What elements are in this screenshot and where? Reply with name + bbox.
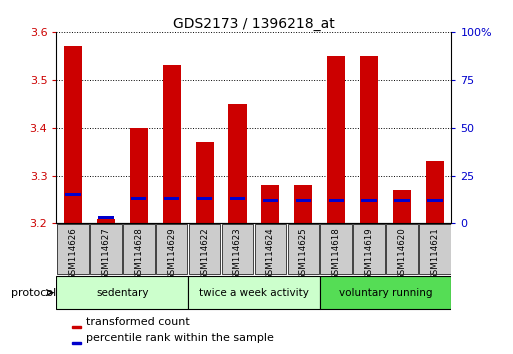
Text: GSM114619: GSM114619 (365, 228, 373, 280)
FancyBboxPatch shape (419, 224, 451, 274)
Bar (360, 56, 378, 223)
Bar (294, 185, 312, 223)
Text: GSM114625: GSM114625 (299, 228, 308, 280)
FancyBboxPatch shape (123, 224, 154, 274)
Bar (72, 326, 81, 328)
Bar (230, 197, 245, 200)
FancyBboxPatch shape (188, 276, 320, 309)
Bar (328, 199, 344, 202)
Text: voluntary running: voluntary running (339, 288, 432, 298)
FancyBboxPatch shape (56, 276, 188, 309)
Bar (426, 161, 444, 223)
Text: GSM114629: GSM114629 (167, 228, 176, 280)
FancyBboxPatch shape (189, 224, 221, 274)
FancyBboxPatch shape (156, 224, 187, 274)
Text: GSM114618: GSM114618 (332, 228, 341, 280)
Bar (195, 142, 213, 223)
Text: GSM114624: GSM114624 (266, 228, 275, 280)
Text: sedentary: sedentary (96, 288, 149, 298)
FancyBboxPatch shape (57, 224, 89, 274)
FancyBboxPatch shape (386, 224, 418, 274)
Bar (97, 219, 115, 223)
FancyBboxPatch shape (320, 276, 451, 309)
Bar (65, 193, 81, 196)
Text: transformed count: transformed count (86, 316, 190, 327)
Bar (228, 104, 247, 223)
Text: percentile rank within the sample: percentile rank within the sample (86, 332, 274, 343)
Title: GDS2173 / 1396218_at: GDS2173 / 1396218_at (173, 17, 335, 31)
Bar (327, 56, 345, 223)
Text: GSM114626: GSM114626 (68, 228, 77, 280)
Bar (72, 342, 81, 344)
Bar (197, 197, 212, 200)
Bar (131, 197, 146, 200)
FancyBboxPatch shape (353, 224, 385, 274)
Bar (64, 46, 82, 223)
Bar (261, 185, 280, 223)
Bar (130, 128, 148, 223)
Text: GSM114621: GSM114621 (430, 228, 440, 280)
Text: twice a week activity: twice a week activity (199, 288, 309, 298)
FancyBboxPatch shape (222, 224, 253, 274)
FancyBboxPatch shape (287, 224, 319, 274)
Bar (164, 197, 180, 200)
Bar (98, 216, 113, 219)
Bar (393, 190, 411, 223)
Bar (163, 65, 181, 223)
Text: GSM114627: GSM114627 (101, 228, 110, 280)
FancyBboxPatch shape (321, 224, 352, 274)
FancyBboxPatch shape (90, 224, 122, 274)
Bar (263, 199, 278, 202)
Bar (394, 199, 410, 202)
FancyBboxPatch shape (254, 224, 286, 274)
Text: GSM114622: GSM114622 (200, 228, 209, 280)
Bar (427, 199, 443, 202)
Bar (362, 199, 377, 202)
Text: GSM114623: GSM114623 (233, 228, 242, 280)
Text: GSM114620: GSM114620 (398, 228, 407, 280)
Text: protocol: protocol (11, 288, 56, 298)
Bar (295, 199, 311, 202)
Text: GSM114628: GSM114628 (134, 228, 143, 280)
